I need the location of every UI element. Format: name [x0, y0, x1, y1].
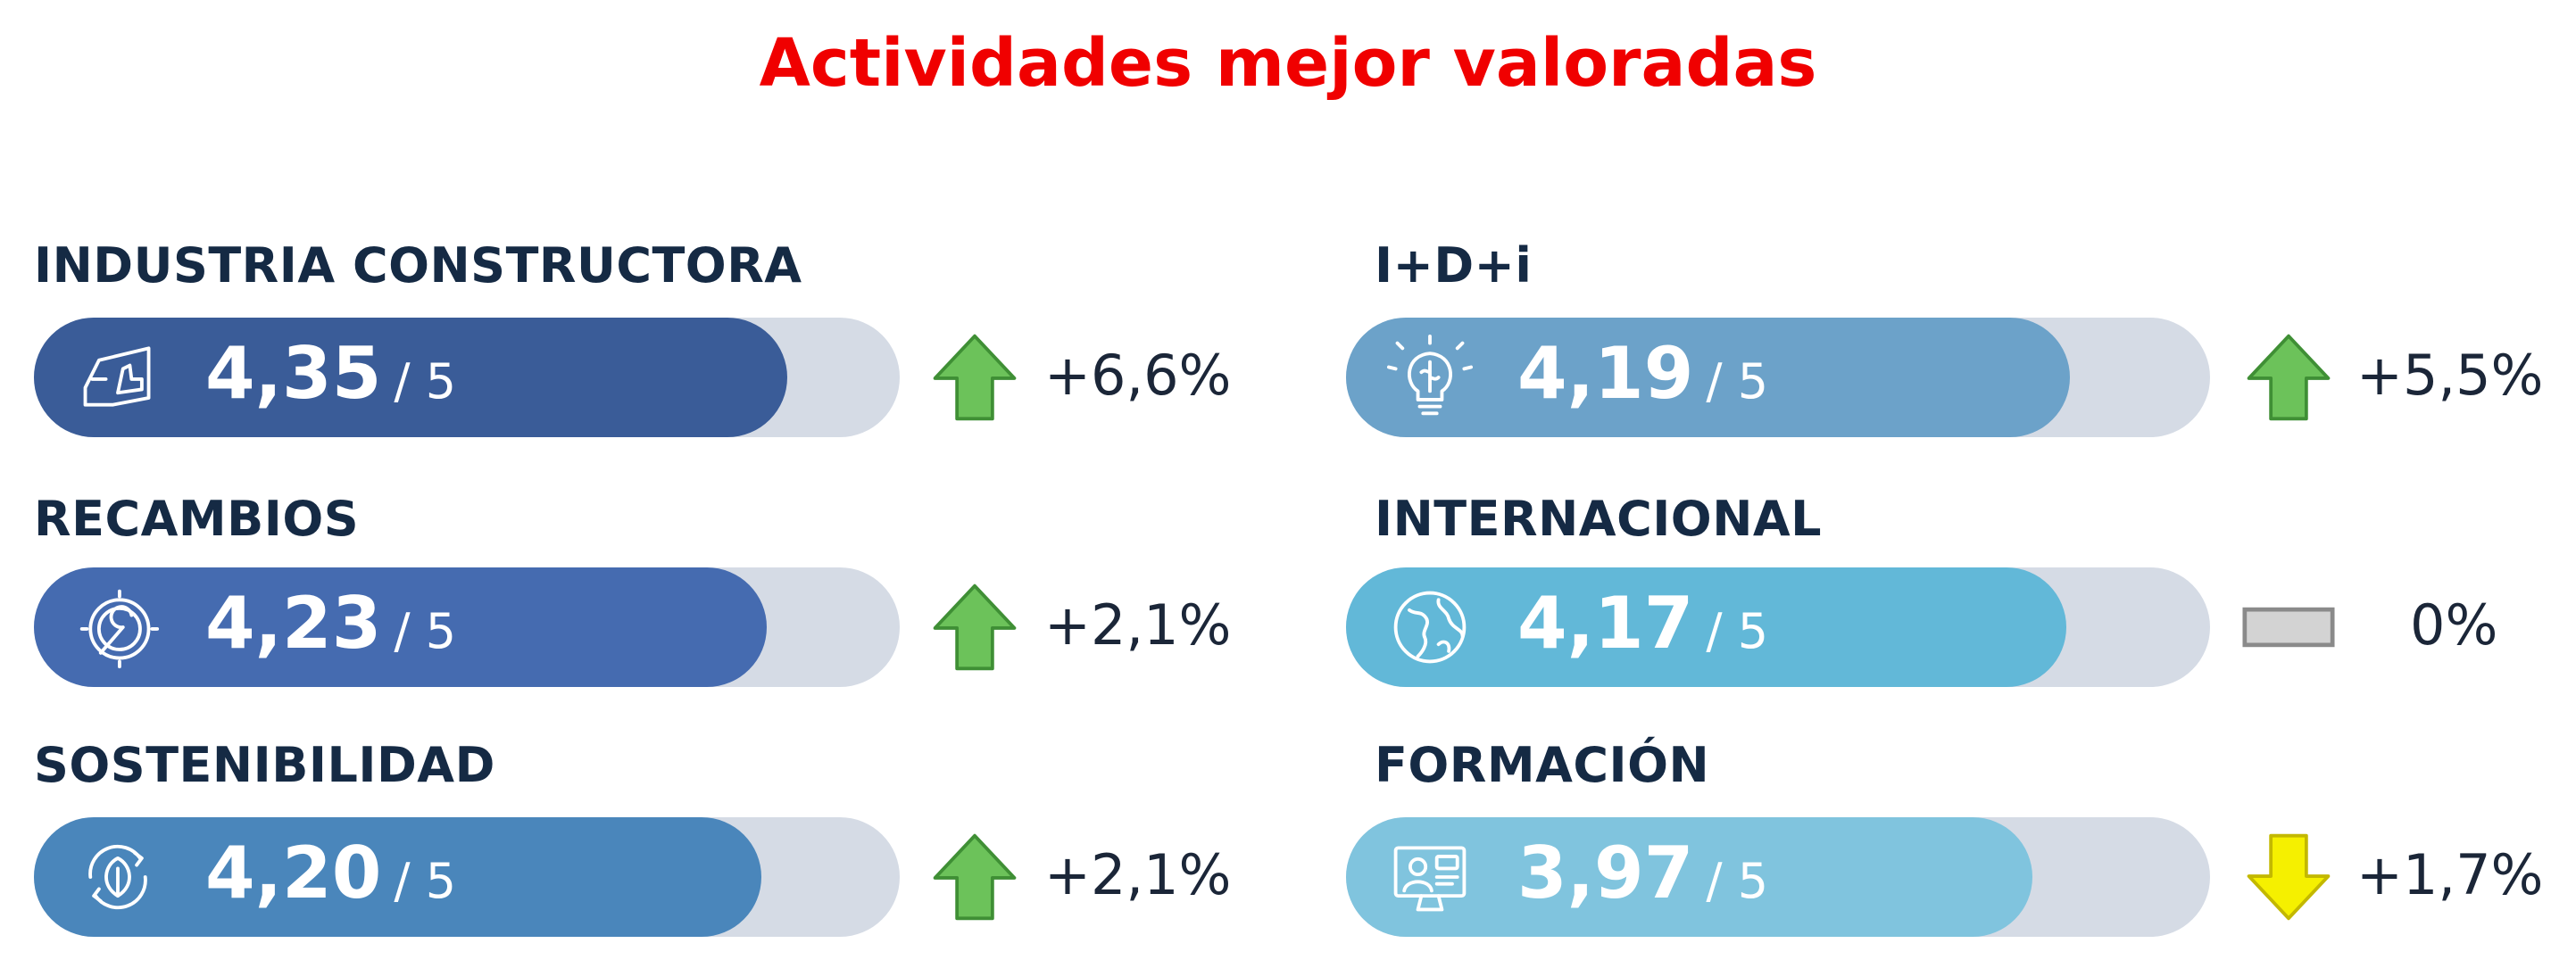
bar-internacional [1346, 567, 2066, 687]
bar-i-d-i [1346, 318, 2070, 437]
score-max: / 5 [1706, 603, 1769, 659]
bar-track-industria-constructora: 4,35/ 5 [34, 318, 900, 437]
trend-arrow-shape [2242, 607, 2335, 648]
trend-arrow-shape [933, 833, 1017, 921]
globe-icon [1387, 584, 1473, 670]
change-sostenibilidad: +2,1% [1044, 842, 1232, 907]
score-value: 4,35 [205, 332, 382, 415]
score-recambios: 4,23/ 5 [205, 582, 456, 665]
score-value: 4,17 [1517, 582, 1694, 665]
score-industria-constructora: 4,35/ 5 [205, 332, 456, 415]
score-value: 4,23 [205, 582, 382, 665]
bar-track-recambios: 4,23/ 5 [34, 567, 900, 687]
bar-formaci-n [1346, 817, 2032, 937]
trend-up-arrow-icon [2242, 331, 2335, 427]
bar-industria-constructora [34, 318, 787, 437]
chart-title: Actividades mejor valoradas [759, 25, 1817, 102]
score-internacional: 4,17/ 5 [1517, 582, 1768, 665]
teacher-screen-icon [1387, 834, 1473, 920]
change-internacional: 0% [2410, 592, 2498, 658]
trend-up-arrow-icon [928, 831, 1021, 927]
change-formaci-n: +1,7% [2356, 842, 2544, 907]
score-value: 4,20 [205, 832, 382, 914]
category-label-sostenibilidad: SOSTENIBILIDAD [34, 737, 495, 793]
category-label-recambios: RECAMBIOS [34, 491, 360, 547]
wrench-gear-icon [75, 584, 161, 670]
score-max: / 5 [394, 353, 457, 410]
trend-up-arrow-icon [928, 331, 1021, 427]
category-label-formaci-n: FORMACIÓN [1375, 737, 1710, 793]
score-value: 3,97 [1517, 832, 1694, 914]
score-formaci-n: 3,97/ 5 [1517, 832, 1768, 914]
score-max: / 5 [394, 603, 457, 659]
change-recambios: +2,1% [1044, 592, 1232, 658]
score-max: / 5 [1706, 353, 1769, 410]
change-industria-constructora: +6,6% [1044, 343, 1232, 408]
lightbulb-brain-icon [1387, 335, 1473, 420]
trend-arrow-shape [2247, 334, 2331, 421]
category-label-i-d-i: I+D+i [1375, 237, 1533, 294]
car-seat-icon [75, 335, 161, 420]
bar-track-i-d-i: 4,19/ 5 [1346, 318, 2210, 437]
bar-track-formaci-n: 3,97/ 5 [1346, 817, 2210, 937]
change-i-d-i: +5,5% [2356, 343, 2544, 408]
trend-up-arrow-icon [928, 581, 1021, 677]
category-label-internacional: INTERNACIONAL [1375, 491, 1823, 547]
trend-arrow-shape [2247, 833, 2331, 921]
score-max: / 5 [1706, 853, 1769, 909]
score-sostenibilidad: 4,20/ 5 [205, 832, 456, 914]
trend-arrow-shape [933, 334, 1017, 421]
score-value: 4,19 [1517, 332, 1694, 415]
trend-down-arrow-icon [2242, 831, 2335, 927]
trend-arrow-shape [933, 583, 1017, 671]
bar-track-sostenibilidad: 4,20/ 5 [34, 817, 900, 937]
score-max: / 5 [394, 853, 457, 909]
bar-sostenibilidad [34, 817, 761, 937]
bar-track-internacional: 4,17/ 5 [1346, 567, 2210, 687]
leaf-cycle-icon [75, 834, 161, 920]
category-label-industria-constructora: INDUSTRIA CONSTRUCTORA [34, 237, 802, 294]
trend-flat-arrow-icon [2242, 581, 2335, 677]
score-i-d-i: 4,19/ 5 [1517, 332, 1768, 415]
